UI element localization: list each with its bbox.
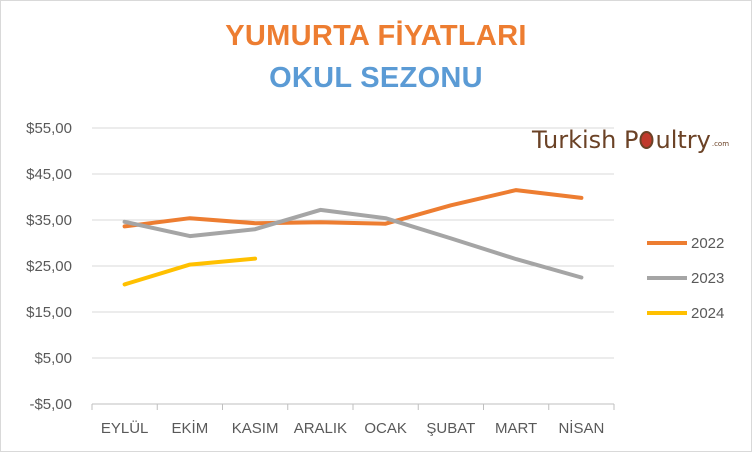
logo-text-suffix: .com xyxy=(712,140,729,148)
x-tick-label: EYLÜL xyxy=(101,419,149,437)
legend-label-2023: 2023 xyxy=(691,270,724,287)
x-axis xyxy=(91,403,615,410)
y-axis-tick-labels: $55,00 $45,00 $35,00 $25,00 $15,00 $5,00 -$5,0… xyxy=(26,120,72,413)
y-tick-label: $35,00 xyxy=(26,212,72,229)
x-tick-label: ŞUBAT xyxy=(426,420,475,437)
x-tick-label: EKİM xyxy=(172,419,209,437)
y-tick-label: -$5,00 xyxy=(29,396,72,413)
series-line-2023 xyxy=(122,207,584,280)
x-tick-label: ARALIK xyxy=(294,420,347,437)
legend-label-2022: 2022 xyxy=(691,235,724,252)
series-line-2022 xyxy=(122,188,584,229)
y-tick-label: $25,00 xyxy=(26,258,72,275)
x-tick-label: OCAK xyxy=(364,420,407,437)
y-tick-label: $45,00 xyxy=(26,166,72,183)
legend: 2022 2023 2024 xyxy=(647,235,724,322)
y-tick-label: $15,00 xyxy=(26,304,72,321)
series-lines xyxy=(122,188,584,287)
chart-title: YUMURTA FİYATLARI xyxy=(225,20,527,52)
turkish-poultry-logo: Turkish P ultry .com xyxy=(531,126,729,154)
legend-label-2024: 2024 xyxy=(691,305,724,322)
logo-text-part1: Turkish P xyxy=(531,126,638,154)
y-tick-label: $55,00 xyxy=(26,120,72,137)
series-line-2024 xyxy=(122,256,258,287)
x-tick-label: KASIM xyxy=(232,420,279,437)
gridlines xyxy=(92,127,614,359)
logo-text-part2: ultry xyxy=(655,126,710,154)
x-tick-label: NİSAN xyxy=(558,419,604,437)
y-tick-label: $5,00 xyxy=(34,350,72,367)
chart-subtitle: OKUL SEZONU xyxy=(269,62,483,94)
x-axis-tick-labels: EYLÜL EKİM KASIM ARALIK OCAK ŞUBAT MART NİSAN xyxy=(101,419,604,437)
x-tick-label: MART xyxy=(495,420,537,437)
egg-icon xyxy=(639,131,654,149)
